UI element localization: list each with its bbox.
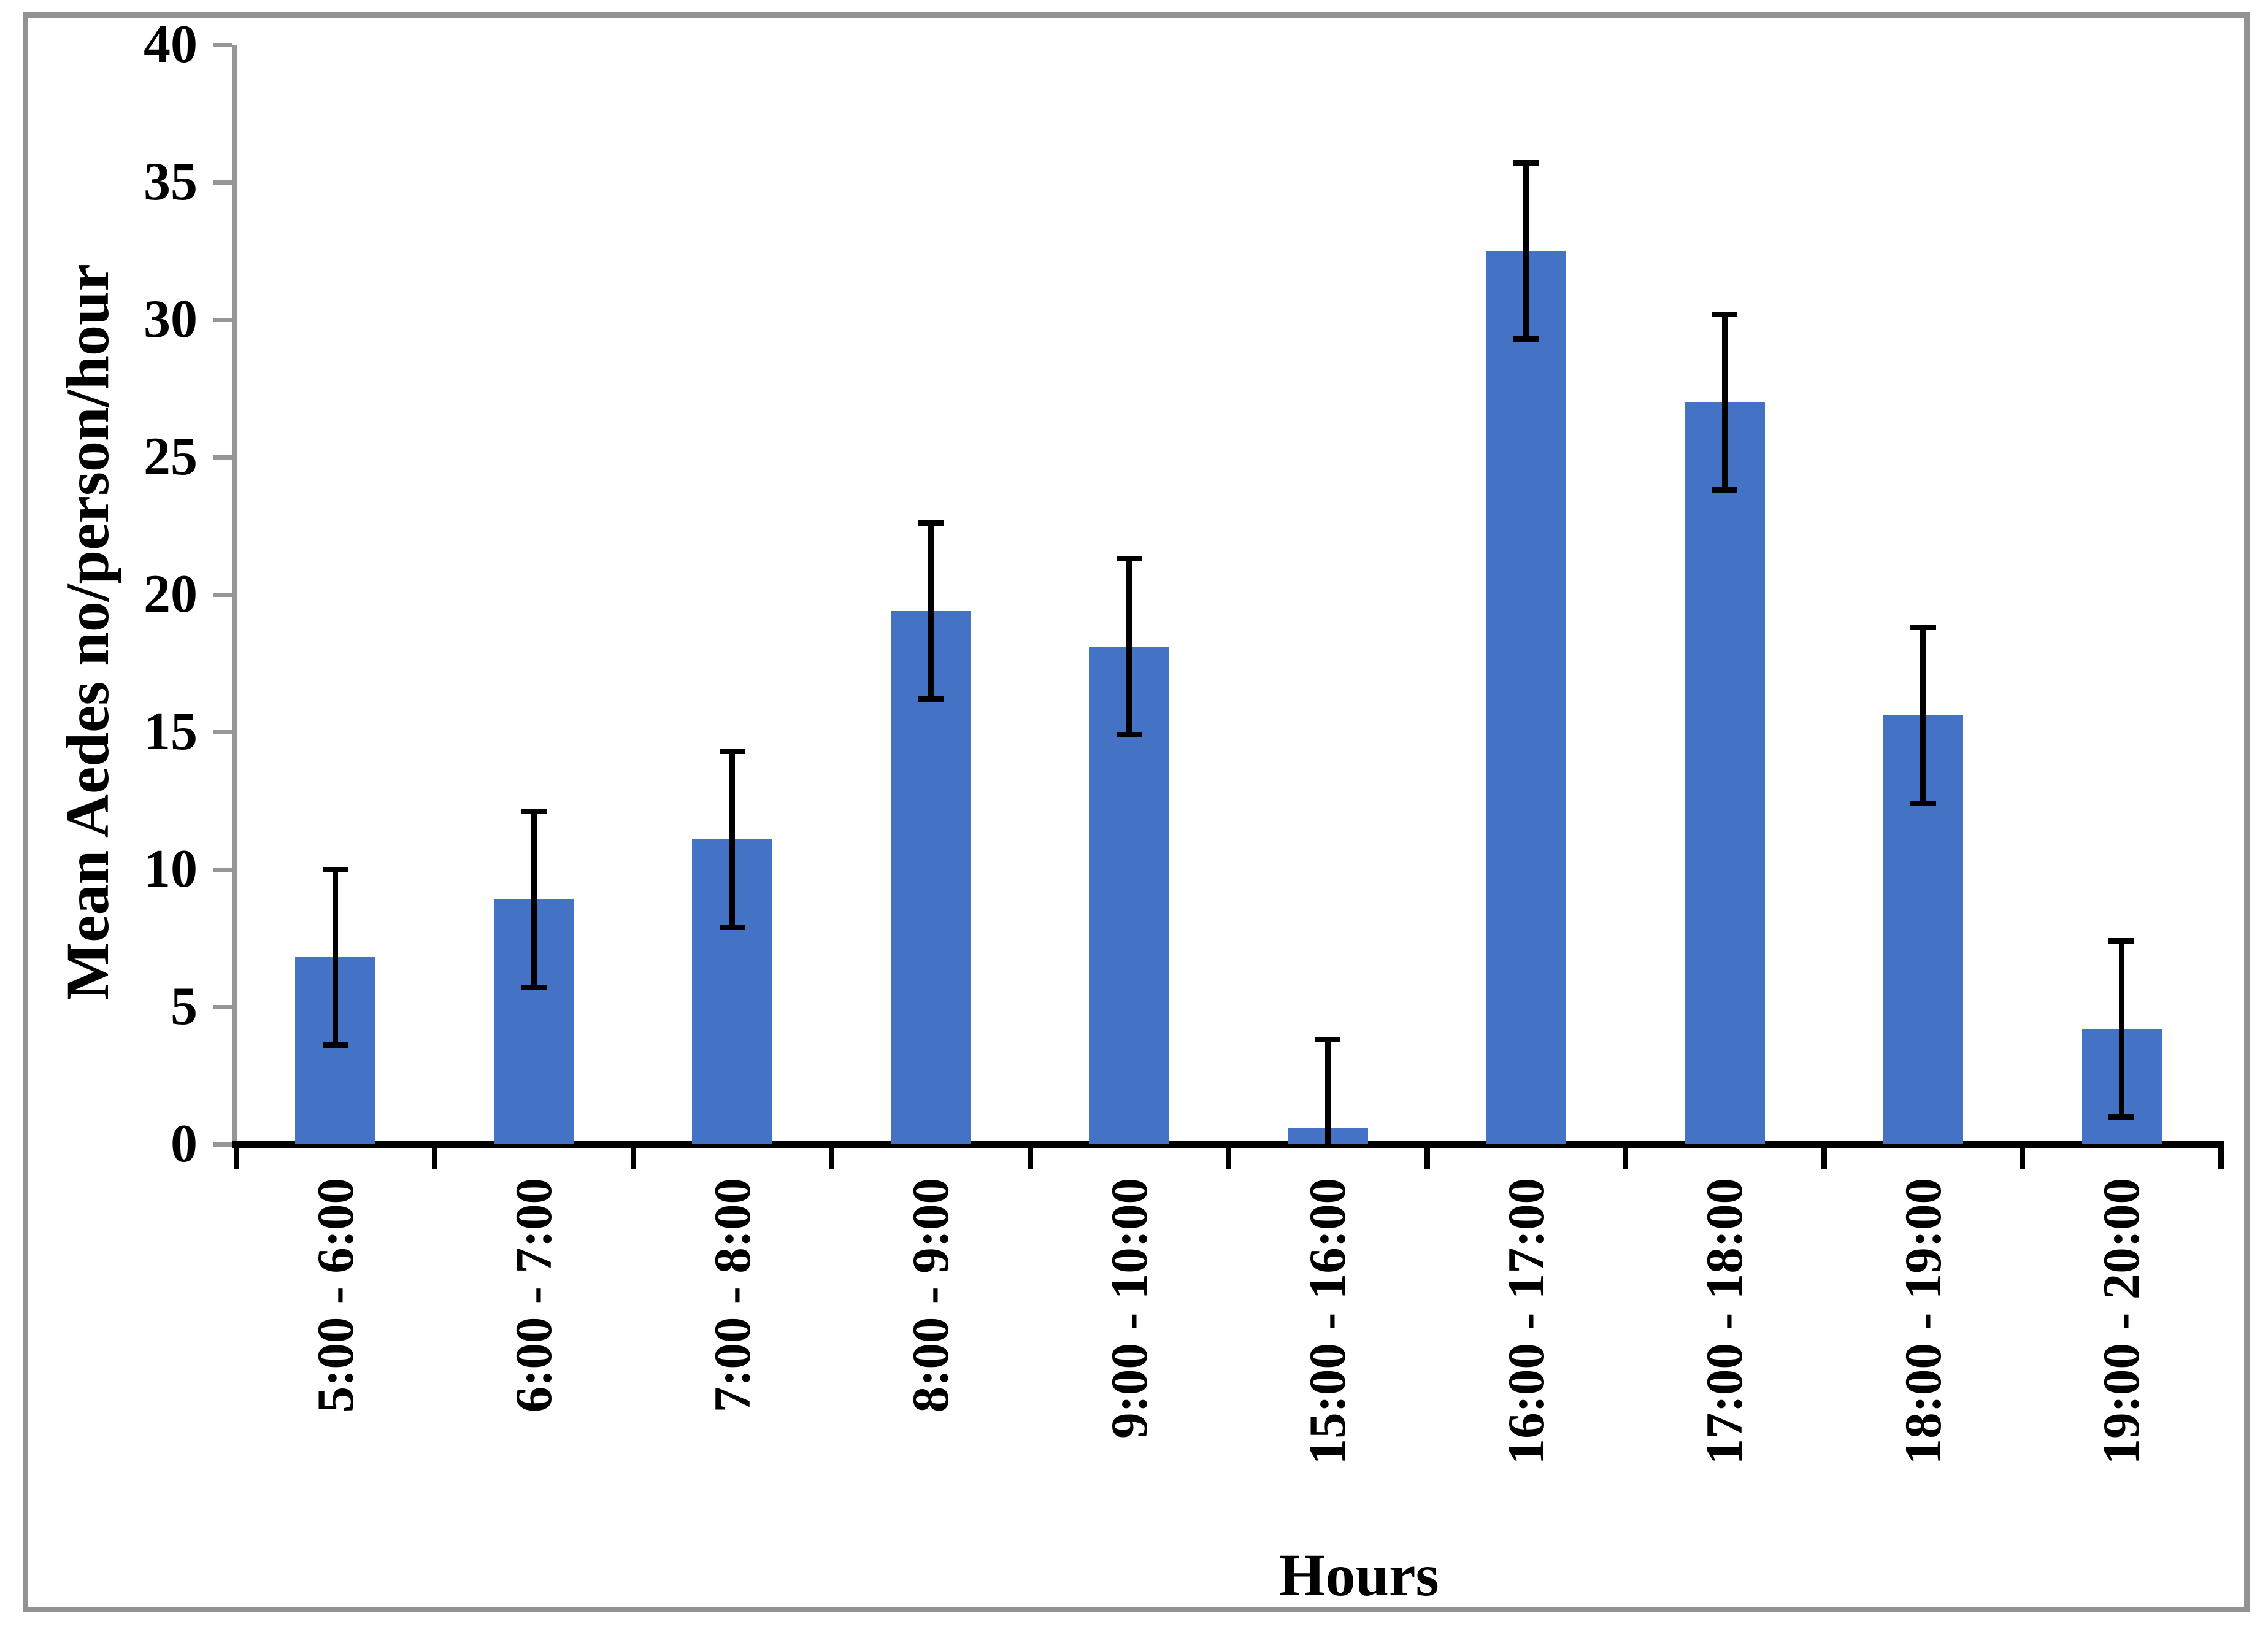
error-bar-line bbox=[729, 751, 736, 928]
x-axis-tick bbox=[1424, 1144, 1430, 1169]
error-bar-cap-bottom bbox=[918, 696, 944, 702]
x-axis-category-label: 18:00 - 19:00 bbox=[1894, 1178, 1952, 1465]
bar bbox=[1486, 251, 1567, 1144]
error-bar-cap-top bbox=[1513, 160, 1539, 166]
y-axis-tick-label: 25 bbox=[144, 427, 198, 487]
x-axis-tick bbox=[233, 1144, 239, 1169]
x-axis-tick bbox=[630, 1144, 636, 1169]
x-axis-category-label: 8:00 - 9:00 bbox=[902, 1178, 960, 1413]
y-axis-tick bbox=[213, 1142, 232, 1147]
error-bar-line bbox=[1324, 1039, 1331, 1144]
x-axis-category-label: 17:00 - 18:00 bbox=[1696, 1178, 1754, 1465]
x-axis-tick bbox=[1027, 1144, 1033, 1169]
error-bar-cap-top bbox=[719, 748, 745, 754]
x-axis-category-label: 16:00 - 17:00 bbox=[1497, 1178, 1555, 1465]
x-axis-category-label: 9:00 - 10:00 bbox=[1100, 1178, 1158, 1439]
error-bar-line bbox=[928, 523, 934, 699]
error-bar-cap-top bbox=[1315, 1037, 1341, 1043]
chart-outer-border bbox=[23, 12, 2250, 1612]
x-axis-tick bbox=[432, 1144, 437, 1169]
y-axis-tick bbox=[213, 592, 232, 597]
error-bar-cap-bottom bbox=[521, 985, 547, 991]
x-axis-tick bbox=[829, 1144, 834, 1169]
error-bar-line bbox=[1721, 314, 1728, 490]
error-bar-cap-top bbox=[322, 866, 348, 872]
x-axis-category-label: 19:00 - 20:00 bbox=[2093, 1178, 2151, 1465]
x-axis-tick bbox=[2020, 1144, 2025, 1169]
error-bar-cap-top bbox=[918, 520, 944, 526]
x-axis-tick bbox=[1226, 1144, 1231, 1169]
y-axis-tick-label: 20 bbox=[144, 564, 198, 624]
error-bar-cap-bottom bbox=[322, 1042, 348, 1049]
y-axis-tick-label: 0 bbox=[171, 1114, 198, 1174]
error-bar-line bbox=[531, 811, 537, 988]
error-bar-line bbox=[1126, 558, 1132, 735]
error-bar-cap-top bbox=[1910, 625, 1936, 631]
x-axis-category-label: 5:00 - 6:00 bbox=[306, 1178, 364, 1413]
y-axis-tick-label: 15 bbox=[144, 702, 198, 761]
y-axis-line bbox=[232, 45, 237, 1148]
error-bar-cap-bottom bbox=[1116, 731, 1142, 737]
y-axis-tick-label: 5 bbox=[171, 977, 198, 1036]
error-bar-line bbox=[2118, 941, 2124, 1117]
y-axis-tick bbox=[213, 317, 232, 322]
y-axis-tick bbox=[213, 867, 232, 872]
y-axis-title: Mean Aedes no/person/hour bbox=[53, 264, 121, 1001]
y-axis-tick bbox=[213, 180, 232, 185]
x-axis-category-label: 6:00 - 7:00 bbox=[505, 1178, 563, 1413]
error-bar-cap-top bbox=[521, 809, 547, 815]
error-bar-cap-bottom bbox=[1513, 336, 1539, 342]
y-axis-tick-label: 35 bbox=[144, 152, 198, 212]
y-axis-tick-label: 40 bbox=[144, 15, 198, 74]
y-axis-tick-label: 10 bbox=[144, 839, 198, 899]
error-bar-cap-top bbox=[1712, 311, 1738, 317]
x-axis-category-label: 7:00 - 8:00 bbox=[703, 1178, 761, 1413]
error-bar-line bbox=[333, 869, 339, 1045]
error-bar-line bbox=[1920, 627, 1926, 804]
y-axis-tick bbox=[213, 42, 232, 47]
bar bbox=[1684, 402, 1765, 1144]
error-bar-cap-bottom bbox=[719, 924, 745, 930]
error-bar-cap-bottom bbox=[1712, 487, 1738, 493]
y-axis-tick bbox=[213, 455, 232, 460]
y-axis-tick-label: 30 bbox=[144, 290, 198, 349]
y-axis-tick bbox=[213, 729, 232, 734]
error-bar-cap-bottom bbox=[1910, 800, 1936, 806]
error-bar-line bbox=[1523, 163, 1529, 339]
x-axis-category-label: 15:00 - 16:00 bbox=[1299, 1178, 1357, 1465]
x-axis-tick bbox=[2218, 1144, 2224, 1169]
x-axis-title: Hours bbox=[1278, 1542, 1439, 1609]
y-axis-tick bbox=[213, 1004, 232, 1009]
x-axis-tick bbox=[1623, 1144, 1628, 1169]
error-bar-cap-top bbox=[1116, 556, 1142, 562]
error-bar-cap-top bbox=[2108, 937, 2135, 944]
x-axis-tick bbox=[1821, 1144, 1827, 1169]
error-bar-cap-bottom bbox=[2108, 1114, 2135, 1120]
